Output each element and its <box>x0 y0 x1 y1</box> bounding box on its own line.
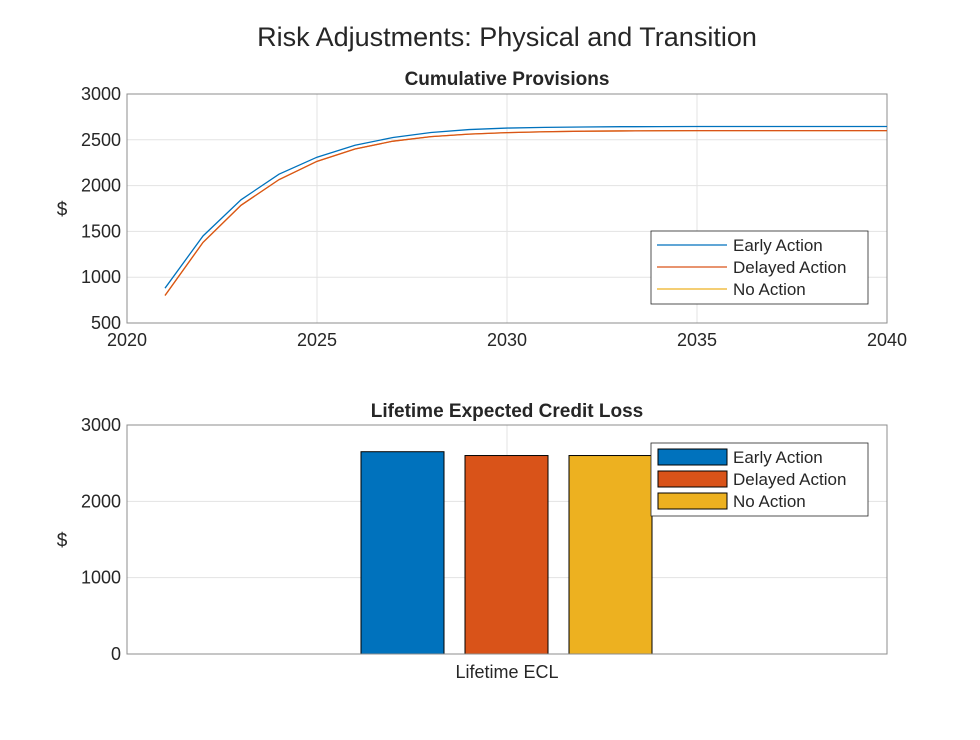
legend: Early Action Delayed Action No Action <box>650 230 869 305</box>
x-tick-label: 2025 <box>297 330 337 350</box>
legend-label: Delayed Action <box>733 470 846 489</box>
x-tick-label: 2020 <box>107 330 147 350</box>
x-tick-label: 2035 <box>677 330 717 350</box>
bar-no-action <box>568 455 653 655</box>
axes-box <box>126 93 888 324</box>
legend-label: Delayed Action <box>733 258 846 277</box>
y-tick-label: 3000 <box>81 84 121 104</box>
y-tick-label: 1000 <box>81 568 121 588</box>
bar-delayed-action <box>464 455 549 655</box>
chart-title: Cumulative Provisions <box>405 69 610 90</box>
legend-label: Early Action <box>733 448 823 467</box>
y-axis-label: $ <box>57 531 68 552</box>
figure-title: Risk Adjustments: Physical and Transitio… <box>257 22 757 52</box>
y-tick-label: 2000 <box>81 491 121 511</box>
axes-box <box>126 424 888 655</box>
cumulative-provisions-chart: 2020 2025 2030 2035 2040 500 1000 1500 2000 2500 3… <box>57 69 907 350</box>
x-tick-label: 2040 <box>867 330 907 350</box>
bar-early-action <box>360 451 445 655</box>
y-axis-label: $ <box>57 200 68 221</box>
legend-swatch <box>657 492 728 510</box>
y-tick-label: 2500 <box>81 130 121 150</box>
legend-label: No Action <box>733 280 806 299</box>
y-tick-label: 1000 <box>81 267 121 287</box>
y-tick-label: 3000 <box>81 415 121 435</box>
y-tick-label: 1500 <box>81 221 121 241</box>
legend: Early Action Delayed Action No Action <box>650 442 869 517</box>
legend-label: No Action <box>733 492 806 511</box>
y-tick-label: 2000 <box>81 176 121 196</box>
series-line-delayed-action <box>164 129 887 296</box>
lifetime-ecl-chart: 0 1000 2000 3000 Lifetime ECL Lifetime Expect… <box>57 401 888 682</box>
y-tick-label: 500 <box>91 313 121 333</box>
series-line-early-action <box>164 125 887 289</box>
legend-label: Early Action <box>733 236 823 255</box>
y-tick-label: 0 <box>111 644 121 664</box>
x-tick-label: 2030 <box>487 330 527 350</box>
x-tick-label: Lifetime ECL <box>455 662 558 682</box>
legend-swatch <box>657 448 728 466</box>
legend-swatch <box>657 470 728 488</box>
chart-title: Lifetime Expected Credit Loss <box>371 401 643 422</box>
